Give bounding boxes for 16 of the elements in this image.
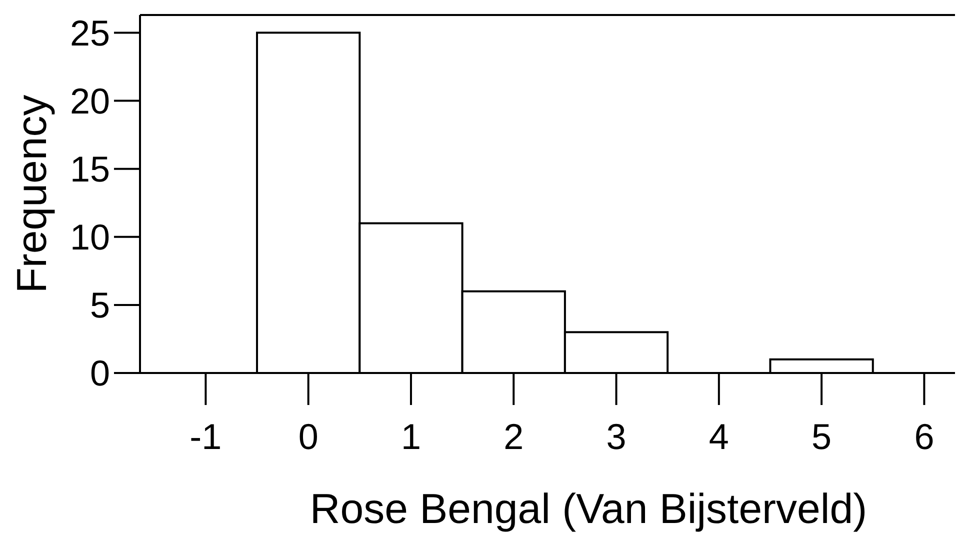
x-tick-label: 5 (812, 416, 832, 457)
y-axis-title: Frequency (8, 94, 55, 294)
x-axis-title: Rose Bengal (Van Bijsterveld) (310, 485, 868, 532)
y-tick-label: 10 (70, 216, 110, 258)
y-tick-label: 15 (70, 148, 110, 190)
x-tick-label: 1 (400, 416, 421, 457)
y-tick-label: 0 (90, 352, 110, 394)
x-tick-label: 0 (298, 416, 318, 457)
x-tick-label: 3 (606, 416, 626, 457)
x-tick-label: 4 (708, 416, 729, 457)
y-tick-label: 25 (70, 12, 110, 54)
x-tick-label: -1 (190, 416, 222, 457)
y-tick-label: 20 (70, 80, 110, 122)
y-tick-label: 5 (90, 284, 110, 326)
x-tick-label: 2 (504, 416, 524, 457)
x-tick-label: 6 (914, 416, 934, 457)
